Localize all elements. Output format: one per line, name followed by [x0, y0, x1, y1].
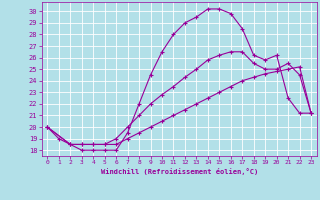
X-axis label: Windchill (Refroidissement éolien,°C): Windchill (Refroidissement éolien,°C) [100, 168, 258, 175]
